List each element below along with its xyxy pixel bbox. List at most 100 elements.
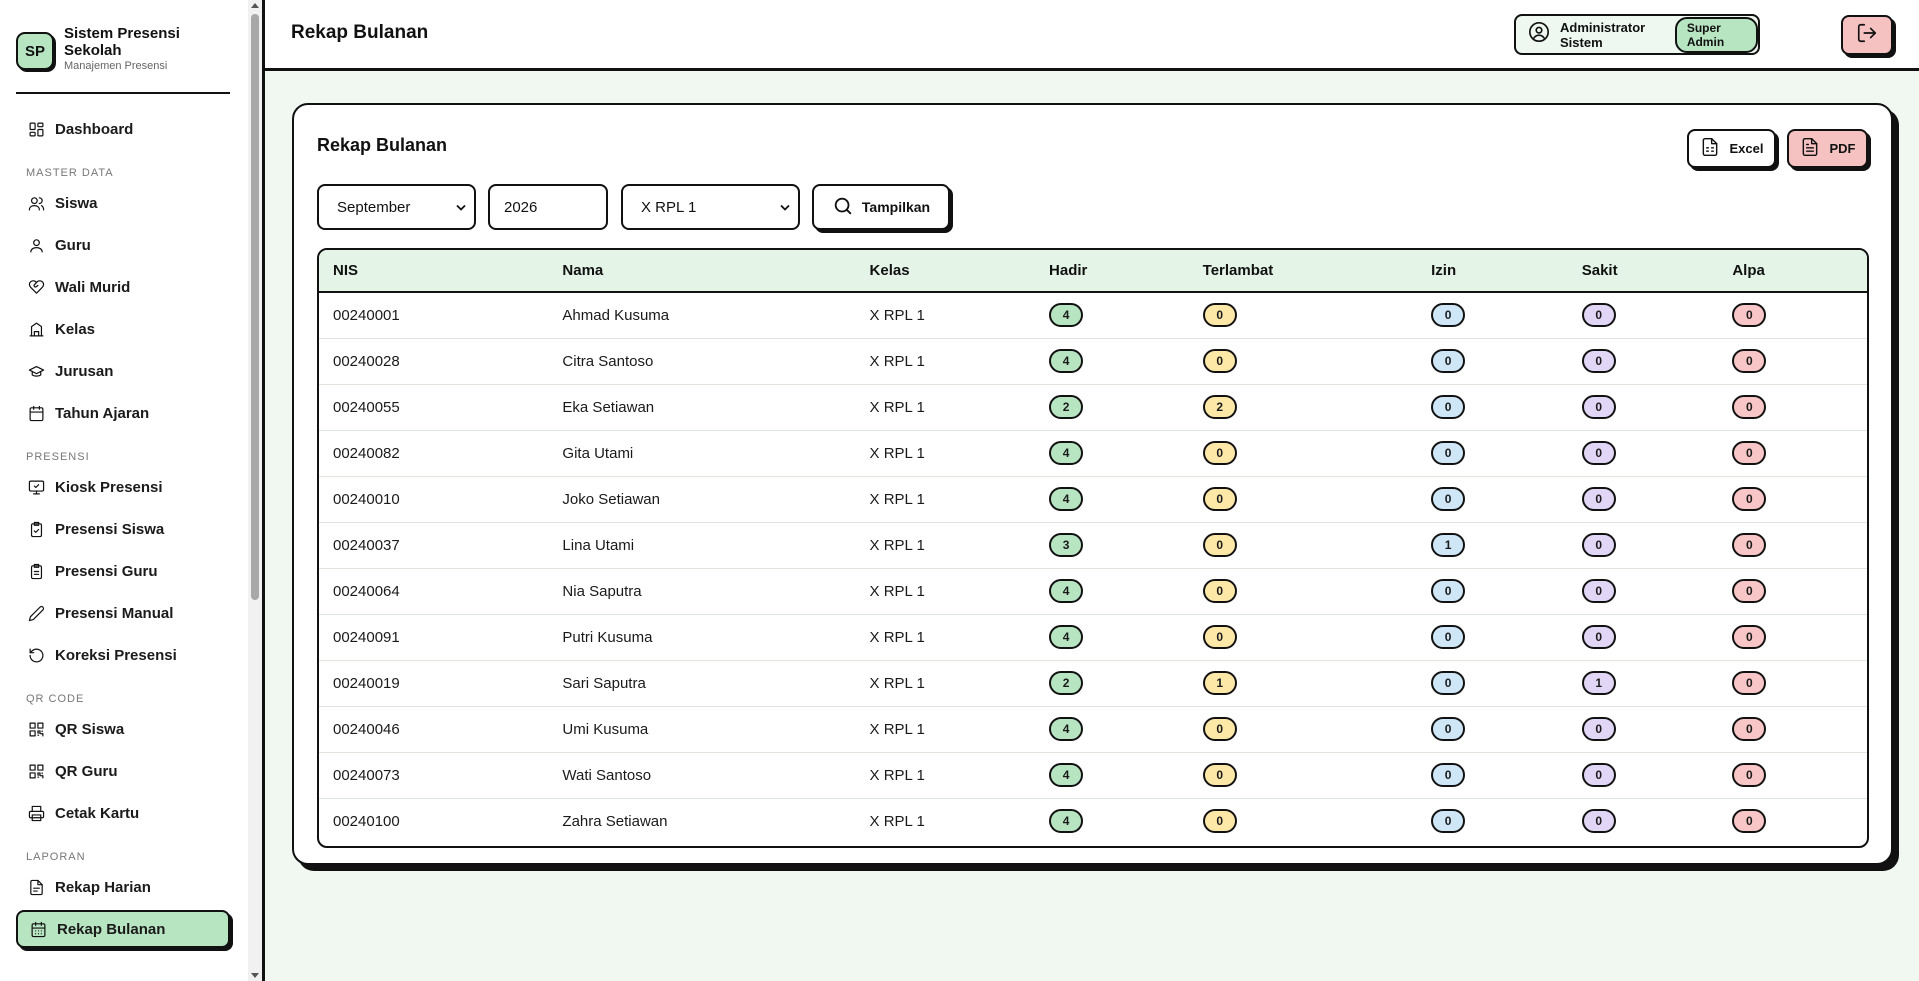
role-badge: Super Admin: [1674, 16, 1758, 53]
clipboard-check-icon: [28, 521, 55, 538]
sidebar-item-tahun-ajaran[interactable]: Tahun Ajaran: [16, 394, 230, 432]
cell-kelas: X RPL 1: [869, 766, 925, 784]
sidebar-item-guru[interactable]: Guru: [16, 226, 230, 264]
scroll-down-arrow[interactable]: [251, 973, 259, 978]
cell-nis: 00240028: [333, 352, 400, 370]
sidebar-item-siswa[interactable]: Siswa: [16, 184, 230, 222]
sidebar-item-rekap-harian[interactable]: Rekap Harian: [16, 868, 230, 906]
cell-alpa: 0: [1718, 384, 1867, 430]
sidebar: SP Sistem Presensi Sekolah Manajemen Pre…: [0, 0, 248, 981]
cell-izin: 0: [1417, 752, 1568, 798]
cell-kelas: X RPL 1: [869, 812, 925, 830]
cell-izin: 0: [1417, 384, 1568, 430]
cell-hadir: 4: [1035, 798, 1189, 844]
cell-nis: 00240082: [333, 444, 400, 462]
table-row: 00240046 Umi Kusuma X RPL 1 4 0 0 0 0: [319, 706, 1867, 752]
sidebar-item-presensi-siswa[interactable]: Presensi Siswa: [16, 510, 230, 548]
table-row: 00240091 Putri Kusuma X RPL 1 4 0 0 0 0: [319, 614, 1867, 660]
month-select[interactable]: September: [317, 184, 476, 230]
report-card: Rekap Bulanan Excel PDF September 2026 X…: [292, 103, 1893, 865]
table-row: 00240082 Gita Utami X RPL 1 4 0 0 0 0: [319, 430, 1867, 476]
cell-sakit: 0: [1568, 798, 1719, 844]
cell-nama: Lina Utami: [562, 536, 635, 554]
cell-nama: Sari Saputra: [562, 674, 646, 692]
terlambat-count-badge: 0: [1202, 349, 1237, 373]
izin-count-badge: 0: [1431, 349, 1466, 373]
table-row: 00240019 Sari Saputra X RPL 1 2 1 0 1 0: [319, 660, 1867, 706]
file-text-icon: [1800, 137, 1830, 160]
year-input[interactable]: 2026: [488, 184, 608, 230]
sidebar-item-wali-murid[interactable]: Wali Murid: [16, 268, 230, 306]
cell-nis: 00240064: [333, 582, 400, 600]
cell-nis: 00240091: [333, 628, 400, 646]
calendar-days-icon: [30, 921, 57, 938]
izin-count-badge: 0: [1431, 579, 1466, 603]
sidebar-divider: [262, 0, 265, 981]
sidebar-item-jurusan[interactable]: Jurusan: [16, 352, 230, 390]
table-row: 00240001 Ahmad Kusuma X RPL 1 4 0 0 0 0: [319, 292, 1867, 338]
cell-alpa: 0: [1718, 706, 1867, 752]
izin-count-badge: 0: [1431, 717, 1466, 741]
terlambat-count-badge: 0: [1202, 717, 1237, 741]
sakit-count-badge: 0: [1581, 395, 1616, 419]
user-name: Administrator Sistem: [1560, 19, 1646, 50]
classroom-icon: [28, 321, 55, 338]
scrollbar-thumb[interactable]: [251, 14, 259, 600]
export-pdf-button[interactable]: PDF: [1787, 129, 1868, 168]
cell-nama: Umi Kusuma: [562, 720, 649, 738]
cell-terlambat: 0: [1189, 568, 1417, 614]
sidebar-item-presensi-manual[interactable]: Presensi Manual: [16, 594, 230, 632]
logout-button[interactable]: [1841, 15, 1893, 55]
terlambat-count-badge: 0: [1202, 579, 1237, 603]
show-button[interactable]: Tampilkan: [812, 184, 950, 230]
sidebar-item-label: Presensi Siswa: [55, 520, 165, 538]
terlambat-count-badge: 1: [1202, 671, 1237, 695]
table-row: 00240028 Citra Santoso X RPL 1 4 0 0 0 0: [319, 338, 1867, 384]
table-row: 00240055 Eka Setiawan X RPL 1 2 2 0 0 0: [319, 384, 1867, 430]
cell-hadir: 2: [1035, 660, 1189, 706]
export-excel-button[interactable]: Excel: [1687, 129, 1776, 168]
cell-kelas: X RPL 1: [869, 628, 925, 646]
hadir-count-badge: 2: [1049, 671, 1084, 695]
cell-hadir: 4: [1035, 476, 1189, 522]
cell-alpa: 0: [1718, 568, 1867, 614]
table-header-row: NIS Nama Kelas Hadir Terlambat Izin Sakit Alpa: [319, 250, 1867, 292]
sidebar-item-kelas[interactable]: Kelas: [16, 310, 230, 348]
cell-sakit: 0: [1568, 522, 1719, 568]
sidebar-item-koreksi-presensi[interactable]: Koreksi Presensi: [16, 636, 230, 674]
sidebar-item-qr-siswa[interactable]: QR Siswa: [16, 710, 230, 748]
cell-sakit: 0: [1568, 614, 1719, 660]
cell-alpa: 0: [1718, 614, 1867, 660]
sidebar-item-qr-guru[interactable]: QR Guru: [16, 752, 230, 790]
document-icon: [28, 879, 55, 896]
column-header-sakit: Sakit: [1581, 262, 1618, 279]
izin-count-badge: 0: [1431, 671, 1466, 695]
year-input-value: 2026: [504, 198, 538, 216]
sakit-count-badge: 0: [1581, 717, 1616, 741]
cell-kelas: X RPL 1: [869, 444, 925, 462]
hadir-count-badge: 4: [1049, 763, 1084, 787]
cell-sakit: 0: [1568, 568, 1719, 614]
sidebar-item-kiosk-presensi[interactable]: Kiosk Presensi: [16, 468, 230, 506]
sidebar-item-rekap-bulanan[interactable]: Rekap Bulanan: [16, 910, 230, 948]
scroll-up-arrow[interactable]: [251, 3, 259, 8]
cell-sakit: 0: [1568, 752, 1719, 798]
sakit-count-badge: 0: [1581, 441, 1616, 465]
class-select[interactable]: X RPL 1: [621, 184, 800, 230]
sidebar-item-label: Tahun Ajaran: [55, 404, 150, 422]
nav-section-label: MASTER DATA: [26, 167, 114, 179]
hadir-count-badge: 4: [1049, 579, 1084, 603]
clipboard-list-icon: [28, 563, 55, 580]
sidebar-scrollbar[interactable]: [248, 0, 262, 981]
nav-section-label: LAPORAN: [26, 851, 86, 863]
sidebar-item-cetak-kartu[interactable]: Cetak Kartu: [16, 794, 230, 832]
top-header: Rekap Bulanan Administrator Sistem Super…: [265, 0, 1919, 71]
sidebar-item-dashboard[interactable]: Dashboard: [16, 110, 230, 148]
sidebar-item-label: Rekap Harian: [55, 878, 151, 896]
sidebar-item-label: Presensi Manual: [55, 604, 174, 622]
sidebar-item-presensi-guru[interactable]: Presensi Guru: [16, 552, 230, 590]
izin-count-badge: 0: [1431, 441, 1466, 465]
cell-terlambat: 0: [1189, 522, 1417, 568]
user-chip[interactable]: Administrator Sistem Super Admin: [1514, 14, 1760, 55]
cell-nis: 00240073: [333, 766, 400, 784]
